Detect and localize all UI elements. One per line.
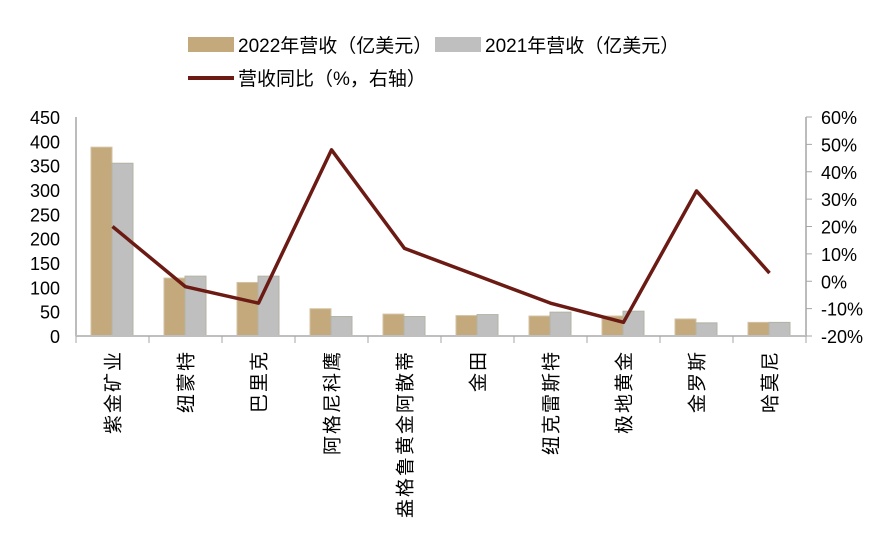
- y-tick-label: 200: [30, 230, 60, 250]
- bar-2021: [184, 275, 207, 337]
- legend-swatch-yoy: [188, 75, 234, 80]
- legend-label-yoy: 营收同比（%，右轴）: [238, 69, 426, 90]
- legend-label-2022: 2022年营收（亿美元）: [238, 36, 433, 57]
- legend-item-2021: 2021年营收（亿美元）: [435, 31, 679, 58]
- y-tick-label: 150: [30, 254, 60, 274]
- legend-item-yoy: 营收同比（%，右轴）: [188, 64, 426, 91]
- y-tick-label: 50: [40, 303, 60, 323]
- bar-2022: [747, 321, 770, 337]
- y2-tick-label: -10%: [821, 300, 863, 320]
- x-category-label: 阿格尼科鹰: [322, 350, 344, 455]
- y-tick-label: 450: [30, 108, 60, 128]
- legend-item-2022: 2022年营收（亿美元）: [188, 31, 432, 58]
- y-tick-label: 250: [30, 205, 60, 225]
- legend-swatch-2021: [435, 37, 481, 52]
- x-category-label: 巴里克: [249, 350, 271, 413]
- legend-label-2021: 2021年营收（亿美元）: [485, 36, 680, 57]
- y2-tick-label: 60%: [821, 108, 857, 128]
- bar-2021: [330, 316, 353, 337]
- x-category-label: 极地黄金: [614, 350, 636, 434]
- bar-2021: [476, 314, 499, 337]
- y2-tick-label: 30%: [821, 190, 857, 210]
- bar-2021: [768, 321, 791, 337]
- y2-tick-label: 10%: [821, 245, 857, 265]
- y-tick-label: 400: [30, 132, 60, 152]
- y2-tick-label: 50%: [821, 135, 857, 155]
- bar-2022: [309, 308, 332, 337]
- x-category-label: 金罗斯: [687, 350, 709, 413]
- bar-2022: [674, 318, 697, 337]
- bar-2021: [111, 162, 134, 337]
- bar-2021: [695, 322, 718, 337]
- y-tick-label: 300: [30, 181, 60, 201]
- y-tick-label: 100: [30, 278, 60, 298]
- bar-2022: [90, 146, 113, 337]
- bar-2022: [528, 315, 551, 337]
- x-category-label: 盎格鲁黄金阿散蒂: [395, 350, 417, 518]
- bar-2022: [236, 281, 259, 337]
- bar-2021: [403, 316, 426, 337]
- y-tick-label: 0: [50, 327, 60, 347]
- y-tick-label: 350: [30, 157, 60, 177]
- x-category-label: 哈莫尼: [760, 350, 782, 413]
- legend-swatch-2022: [188, 37, 234, 52]
- yoy-line: [111, 148, 771, 325]
- x-category-label: 纽蒙特: [176, 350, 198, 413]
- y2-tick-label: 40%: [821, 163, 857, 183]
- bar-2022: [163, 277, 186, 337]
- x-category-label: 金田: [468, 350, 490, 392]
- y2-tick-label: 20%: [821, 218, 857, 238]
- bar-2021: [549, 311, 572, 337]
- y2-tick-label: 0%: [821, 272, 847, 292]
- bar-2022: [455, 315, 478, 337]
- x-category-label: 纽克雷斯特: [541, 350, 563, 455]
- bar-2022: [382, 313, 405, 337]
- y2-tick-label: -20%: [821, 327, 863, 347]
- x-category-label: 紫金矿业: [103, 350, 125, 434]
